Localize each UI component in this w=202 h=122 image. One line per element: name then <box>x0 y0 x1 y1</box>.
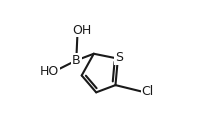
Text: HO: HO <box>40 65 59 78</box>
Text: Cl: Cl <box>141 85 154 98</box>
Text: OH: OH <box>73 24 92 37</box>
Text: B: B <box>72 54 81 67</box>
Text: S: S <box>115 51 123 64</box>
